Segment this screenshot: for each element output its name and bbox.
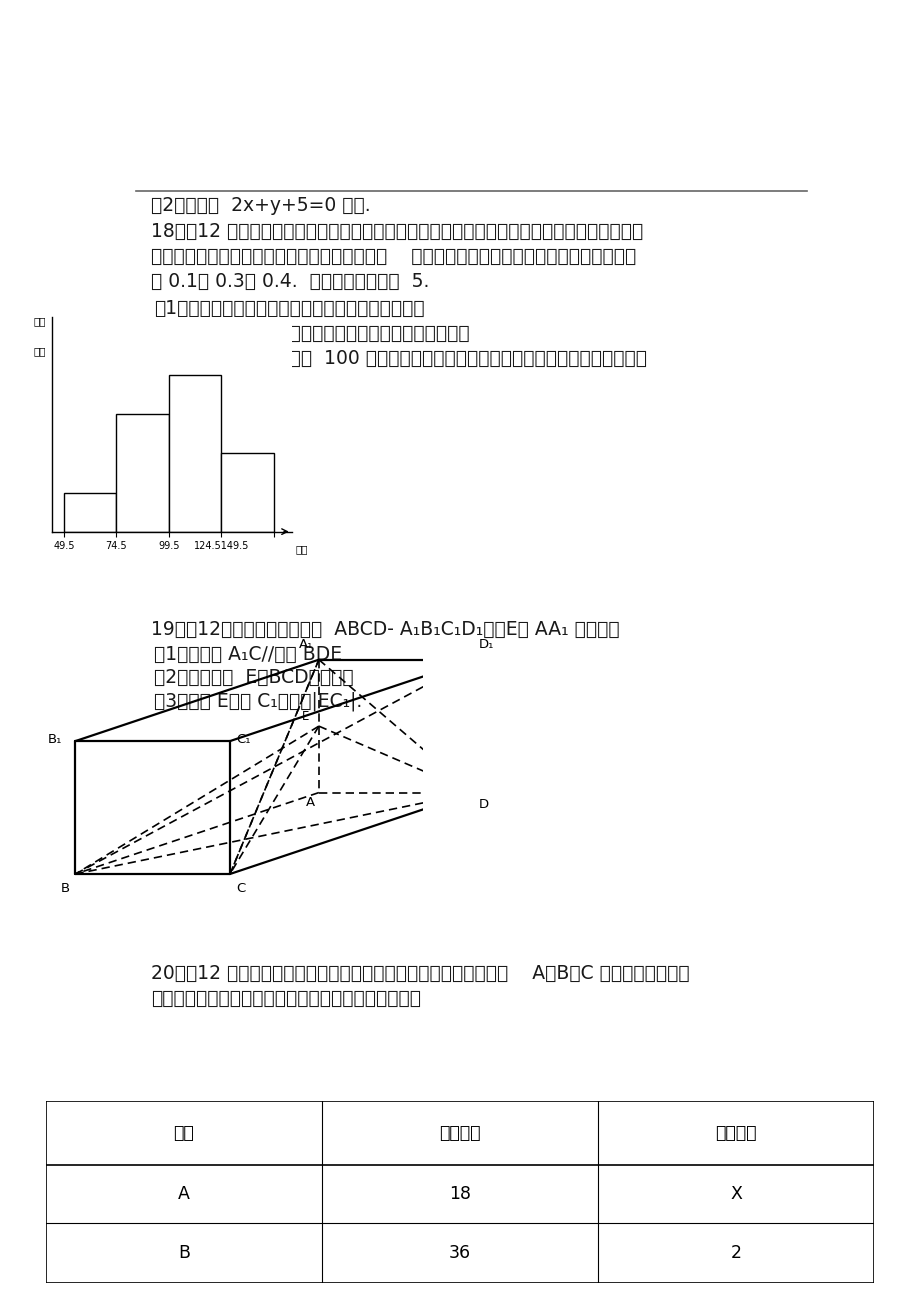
Text: 组距: 组距 [34, 345, 46, 356]
Text: E: E [301, 710, 309, 723]
Text: B: B [177, 1244, 190, 1263]
Text: 19．（12分）如图，在正方体  ABCD- A₁B₁C₁D₁中，E是 AA₁ 的中点，: 19．（12分）如图，在正方体 ABCD- A₁B₁C₁D₁中，E是 AA₁ 的… [151, 620, 618, 638]
Text: A₁: A₁ [299, 638, 312, 652]
Text: 抒取人数: 抒取人数 [714, 1124, 756, 1141]
Bar [169, 375, 221, 532]
Text: 36: 36 [448, 1244, 471, 1263]
Bar [117, 414, 169, 532]
Bar [64, 493, 117, 532]
Text: 频率: 频率 [34, 317, 46, 327]
Text: （2）在这次测试中，学生跳绳次数的中位数落在第几小组内？: （2）在这次测试中，学生跳绳次数的中位数落在第几小组内？ [154, 324, 470, 343]
Text: D: D [479, 797, 489, 810]
Text: 得的数据整理后画出频率分布直方图（如下图）    ，已知图中从左到右的前三个小组的频率分别: 得的数据整理后画出频率分布直方图（如下图） ，已知图中从左到右的前三个小组的频率… [151, 246, 635, 266]
Text: B: B [61, 882, 70, 895]
Text: 相关人数: 相关人数 [438, 1124, 481, 1141]
Text: （2）与直线  2x+y+5=0 垂直.: （2）与直线 2x+y+5=0 垂直. [151, 197, 369, 215]
Text: 次数: 次数 [296, 545, 308, 554]
Text: 20．（12 分）为了对某课题进行研究，用分层抒样方法从三所高校    A．B．C 的相关人员中，抒: 20．（12 分）为了对某课题进行研究，用分层抒样方法从三所高校 A．B．C 的… [151, 964, 688, 982]
Text: （2）求三棱锥  E－BCD的体积；: （2）求三棱锥 E－BCD的体积； [154, 668, 354, 687]
Text: C: C [235, 882, 244, 895]
Text: C₁: C₁ [235, 732, 250, 745]
Text: A: A [178, 1184, 189, 1203]
Text: D₁: D₁ [479, 638, 494, 652]
Text: （1）求证： A₁C∕∕平面 BDE: （1）求证： A₁C∕∕平面 BDE [154, 645, 342, 665]
Bar [221, 453, 274, 532]
Text: （3）求点 E到点 C₁的距离|EC₁|.: （3）求点 E到点 C₁的距离|EC₁|. [154, 691, 362, 710]
Text: 18．（12 分）为了了解小学生的体能情况，抒取了某小学同年级部分学生进行跳绳测试，将所: 18．（12 分）为了了解小学生的体能情况，抒取了某小学同年级部分学生进行跳绳测… [151, 222, 642, 241]
Text: 少？: 少？ [154, 374, 176, 394]
Text: （3）参加这次测试跳绳次数在  100 次以上为优秀，试估计该校此年级跳绳成绩的优秀率是多: （3）参加这次测试跳绳次数在 100 次以上为优秀，试估计该校此年级跳绳成绩的优… [154, 349, 646, 367]
Text: 取若干人组成研究小组、有关数据见下表（单位：人）: 取若干人组成研究小组、有关数据见下表（单位：人） [151, 989, 420, 1009]
Text: A: A [305, 796, 314, 809]
Text: B₁: B₁ [48, 732, 62, 745]
Text: 高校: 高校 [174, 1124, 194, 1141]
Text: X: X [730, 1184, 741, 1203]
Text: （1）求第四小组的频率和参加这次测试的学生人数；: （1）求第四小组的频率和参加这次测试的学生人数； [154, 298, 425, 318]
Text: 18: 18 [448, 1184, 471, 1203]
Text: 2: 2 [730, 1244, 741, 1263]
Text: 是 0.1， 0.3， 0.4.  第一小组的频数是  5.: 是 0.1， 0.3， 0.4. 第一小组的频数是 5. [151, 272, 428, 291]
